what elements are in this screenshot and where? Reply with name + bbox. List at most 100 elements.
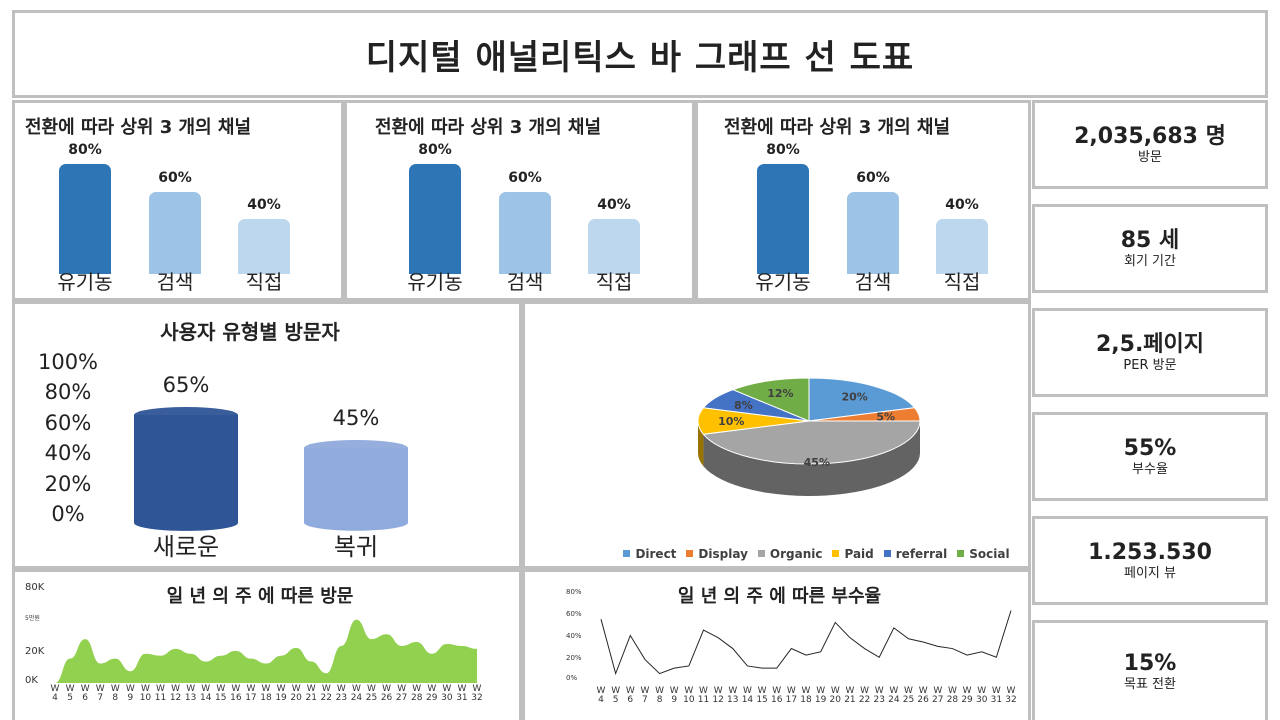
legend-swatch <box>686 550 694 557</box>
x-tick-label: W 17 <box>785 686 798 705</box>
x-tick-label: W 13 <box>727 686 739 705</box>
legend-item: Paid <box>832 546 874 561</box>
x-tick-label: W 12 <box>712 686 724 705</box>
bar-value-label: 45% <box>332 406 380 431</box>
legend-label: Paid <box>844 546 874 561</box>
page-title: 디지털 애널리틱스 바 그래프 선 도표 <box>12 10 1268 98</box>
area-plot <box>55 619 477 683</box>
x-tick-label: W 30 <box>441 684 453 703</box>
x-tick-label: W 12 <box>169 684 182 703</box>
x-tick-label: W 26 <box>917 686 929 705</box>
x-tick-label: W 17 <box>245 684 257 703</box>
x-tick-label: W 27 <box>395 684 408 703</box>
x-tick-label: W 19 <box>814 686 827 705</box>
bar-category-label: 직접 <box>595 270 633 294</box>
x-tick-label: W 30 <box>975 686 988 705</box>
x-tick-label: W 10 <box>683 686 695 705</box>
x-tick-label: W 11 <box>154 684 167 703</box>
bar-category-label: 직접 <box>245 270 283 294</box>
channel-bar <box>409 164 461 274</box>
pie-data-label: 20% <box>841 391 867 404</box>
x-tick-label: W 14 <box>741 686 754 705</box>
channel-bar <box>238 219 290 274</box>
bar-category-label: 유기농 <box>407 270 463 294</box>
legend: Direct Display Organic Paid referral Social <box>525 542 1028 561</box>
line-series <box>600 610 1012 676</box>
legend-item: Direct <box>623 547 676 561</box>
pie-data-label: 8% <box>734 399 753 412</box>
kpi-value: 85 세 <box>1120 227 1180 253</box>
kpi-label: 부수율 <box>1132 461 1168 477</box>
weekly-visits-area-chart: 일 년 의 주 에 따른 방문 W 4 W 5 W 6 W 7 W 8 W 9 W 10 W 11 W 12 W 13… <box>12 569 522 720</box>
area-series <box>55 619 477 683</box>
pie-slice-side <box>698 421 704 467</box>
pie-data-label: 12% <box>767 387 793 400</box>
chart-title: 일 년 의 주 에 따른 부수율 <box>677 586 882 607</box>
chart-title: 일 년 의 주 에 따른 방문 <box>166 586 354 607</box>
chart-title: 사용자 유형별 방문자 <box>160 320 340 344</box>
pie-slice-direct <box>808 377 916 422</box>
bar-value-label: 40% <box>247 197 281 213</box>
legend-item: Organic <box>757 547 822 561</box>
bar-value-label: 60% <box>856 169 890 186</box>
x-tick-label: W 10 <box>139 684 152 703</box>
channel-bar <box>499 191 551 274</box>
x-tick-label: W 28 <box>946 686 959 705</box>
x-tick-label: W 18 <box>260 684 272 703</box>
kpi-bounce-rate: 55% 부수율 <box>1032 412 1268 501</box>
bar-category-label: 검색 <box>156 270 194 294</box>
kpi-value: 1.253.530 <box>1088 539 1212 565</box>
x-tick-label: W 20 <box>829 686 841 705</box>
x-tick-label: W 20 <box>290 684 302 703</box>
x-tick-label: W 13 <box>184 684 197 703</box>
x-tick-label: W 29 <box>426 684 438 703</box>
x-tick-label: W 28 <box>410 684 423 703</box>
x-tick-label: W 32 <box>1005 686 1017 705</box>
y-tick-label: 0% <box>566 674 578 682</box>
y-tick-label: 80% <box>566 588 582 596</box>
y-tick-label: 0K <box>25 675 38 686</box>
y-tick-label: 20% <box>44 471 92 496</box>
kpi-value: 15% <box>1123 650 1177 676</box>
kpi-label: 목표 전환 <box>1124 676 1176 692</box>
traffic-source-pie-chart: 20% 5% 45% 10% 8% 12% Direct Display Organic Pai… <box>522 301 1031 569</box>
x-tick-label: W 31 <box>990 686 1003 705</box>
x-tick-label: W 19 <box>275 684 287 703</box>
kpi-value: 2,035,683 명 <box>1074 123 1226 149</box>
line-plot <box>600 610 1012 676</box>
kpi-label: PER 방문 <box>1123 357 1177 373</box>
x-tick-label: W 24 <box>888 686 900 705</box>
y-tick-label: 40% <box>44 441 92 466</box>
legend-swatch <box>883 550 891 557</box>
channel-chart-1: 전환에 따라 상위 3 개의 채널 80% 유기농 60% 검색 40% 직접 <box>12 100 344 301</box>
bar-value-label: 40% <box>945 197 979 213</box>
legend-swatch <box>757 550 765 557</box>
x-tick-label: W 22 <box>858 686 871 705</box>
x-tick-label: W 14 <box>199 684 212 703</box>
channel-chart-2: 전환에 따라 상위 3 개의 채널 80% 유기농 60% 검색 40% 직접 <box>344 100 695 301</box>
chart-title: 전환에 따라 상위 3 개의 채널 <box>724 117 951 138</box>
pie-chart: 20% 5% 45% 10% 8% 12% <box>697 377 921 496</box>
bar-value-label: 80% <box>418 142 452 158</box>
legend-swatch <box>957 550 965 557</box>
chart-title: 전환에 따라 상위 3 개의 채널 <box>375 117 602 138</box>
kpi-visits: 2,035,683 명 방문 <box>1032 100 1268 189</box>
pie-data-label: 45% <box>804 456 830 469</box>
x-tick-label: W 29 <box>961 686 973 705</box>
legend-label: Direct <box>635 546 677 561</box>
legend-label: Social <box>969 546 1010 561</box>
channel-bar <box>757 164 809 274</box>
channel-bar <box>936 219 988 274</box>
y-tick-label: 20K <box>25 646 45 657</box>
pie-slice-side <box>703 421 920 496</box>
legend-label: referral <box>895 546 948 561</box>
